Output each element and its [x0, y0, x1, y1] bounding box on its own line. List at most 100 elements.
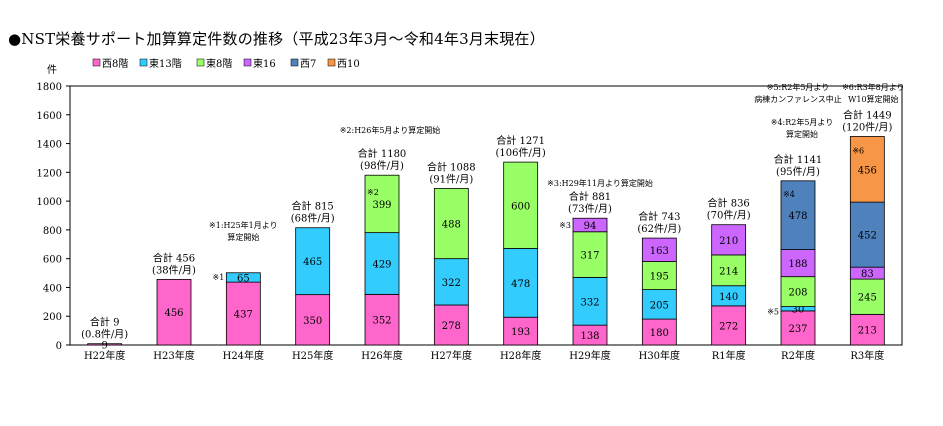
y-tick-label: 1600 [37, 111, 62, 122]
bar-total-per-month: (120件/月) [842, 122, 892, 134]
segment-value-label: 9 [101, 340, 107, 351]
segment-value-label: 83 [861, 269, 874, 280]
legend-label: 東13階 [149, 57, 182, 70]
x-tick-label: H27年度 [431, 349, 472, 362]
segment-value-label: 163 [650, 246, 669, 257]
y-tick-label: 1000 [37, 197, 62, 208]
x-tick-label: H28年度 [500, 349, 541, 362]
segment-value-label: 478 [788, 211, 807, 222]
y-tick-label: 1200 [37, 168, 62, 179]
x-tick-label: H30年度 [639, 349, 680, 362]
segment-value-label: 213 [858, 326, 877, 337]
annotation-text: 算定開始 [227, 232, 259, 242]
bar-total-per-month: (98件/月) [360, 160, 404, 172]
bar-total-label: 合計 881 [569, 190, 611, 203]
series-marker: ※2 [367, 188, 379, 197]
annotation-text: ※1:H25年1月より [209, 220, 278, 230]
segment-value-label: 140 [719, 292, 738, 303]
segment-value-label: 352 [372, 316, 391, 327]
x-tick-label: H29年度 [569, 349, 610, 362]
segment-value-label: 94 [584, 221, 597, 232]
annotation-text: ※5:R2年5月より [767, 82, 830, 92]
bar-total-per-month: (70件/月) [707, 210, 751, 222]
x-tick-label: R1年度 [712, 349, 746, 362]
segment-value-label: 188 [788, 259, 807, 270]
series-marker: ※5 [767, 308, 779, 317]
segment-value-label: 205 [650, 300, 669, 311]
y-tick-label: 600 [43, 255, 62, 266]
x-tick-label: H22年度 [84, 349, 125, 362]
annotation-text: W10算定開始 [848, 94, 898, 104]
segment-value-label: 399 [372, 200, 391, 211]
y-tick-label: 400 [43, 283, 62, 294]
bar-total-label: 合計 456 [153, 251, 195, 264]
y-tick-label: 800 [43, 226, 62, 237]
legend-label: 東8階 [206, 57, 232, 70]
legend-swatch [197, 59, 204, 66]
bar-total-label: 合計 743 [638, 210, 680, 223]
segment-value-label: 600 [511, 201, 530, 212]
bar-total-label: 合計 836 [708, 197, 750, 210]
bar-total-label: 合計 1088 [427, 160, 476, 173]
bar-total-per-month: (0.8件/月) [81, 329, 128, 341]
legend-label: 西7 [300, 59, 316, 70]
legend-swatch [140, 59, 147, 66]
segment-value-label: 465 [303, 257, 322, 268]
annotation-text: 病棟カンファレンス中止 [754, 94, 842, 104]
x-tick-label: R2年度 [781, 349, 815, 362]
series-marker: ※1 [213, 273, 225, 282]
legend-label: 東16 [253, 57, 276, 70]
segment-value-label: 437 [234, 310, 253, 321]
bar-total-label: 合計 1271 [496, 134, 545, 147]
bar-total-label: 合計 1180 [358, 147, 407, 160]
legend-swatch [291, 59, 298, 66]
x-tick-label: H26年度 [361, 349, 402, 362]
segment-value-label: 245 [858, 293, 877, 304]
segment-value-label: 237 [788, 324, 807, 335]
bar-total-per-month: (62件/月) [637, 223, 681, 235]
annotation-text: ※3:H29年11月より算定開始 [547, 178, 653, 188]
bar-total-per-month: (106件/月) [496, 147, 546, 159]
y-unit-label: 件 [47, 64, 57, 76]
annotation-text: ※6:R3年8月より [842, 82, 905, 92]
bar-total-label: 合計 1141 [774, 153, 823, 166]
annotation-text: 算定開始 [786, 129, 818, 139]
segment-value-label: 429 [372, 259, 391, 270]
bar-total-per-month: (95件/月) [776, 166, 820, 178]
segment-value-label: 210 [719, 236, 738, 247]
segment-value-label: 195 [650, 272, 669, 283]
annotation-text: ※2:H26年5月より算定開始 [340, 125, 441, 135]
segment-value-label: 488 [442, 220, 461, 231]
bar-total-per-month: (73件/月) [568, 203, 612, 215]
legend-swatch [328, 59, 335, 66]
bar-total-per-month: (91件/月) [429, 173, 473, 185]
legend-swatch [244, 59, 251, 66]
segment-value-label: 208 [788, 288, 807, 299]
y-tick-label: 1400 [37, 140, 62, 151]
segment-value-label: 322 [442, 278, 461, 289]
segment-value-label: 478 [511, 279, 530, 290]
segment-value-label: 180 [650, 328, 669, 339]
segment-value-label: 317 [580, 251, 599, 262]
segment-value-label: 138 [580, 331, 599, 342]
annotation-text: ※4:R2年5月より [771, 117, 834, 127]
segment-value-label: 452 [858, 231, 877, 242]
chart-svg: 件 0 200 400 600 800 1000 1200 1400 1600 1800 西8階 東13… [0, 0, 943, 426]
y-tick-label: 0 [56, 341, 62, 352]
legend-label: 西8階 [102, 58, 128, 70]
segment-value-label: 350 [303, 316, 322, 327]
segment-value-label: 456 [164, 308, 183, 319]
bar-total-label: 合計 9 [90, 316, 120, 329]
bar-total-label: 合計 815 [292, 200, 334, 213]
x-tick-label: R3年度 [850, 349, 884, 362]
y-tick-label: 1800 [37, 82, 62, 93]
segment-value-label: 65 [237, 273, 250, 284]
y-tick-label: 200 [43, 312, 62, 323]
series-marker: ※3 [559, 221, 571, 230]
bar-total-per-month: (68件/月) [291, 213, 335, 225]
legend-label: 西10 [337, 59, 360, 70]
segment-value-label: 193 [511, 327, 530, 338]
series-marker: ※4 [783, 190, 795, 199]
segment-value-label: 456 [858, 165, 877, 176]
legend-swatch [93, 59, 100, 66]
